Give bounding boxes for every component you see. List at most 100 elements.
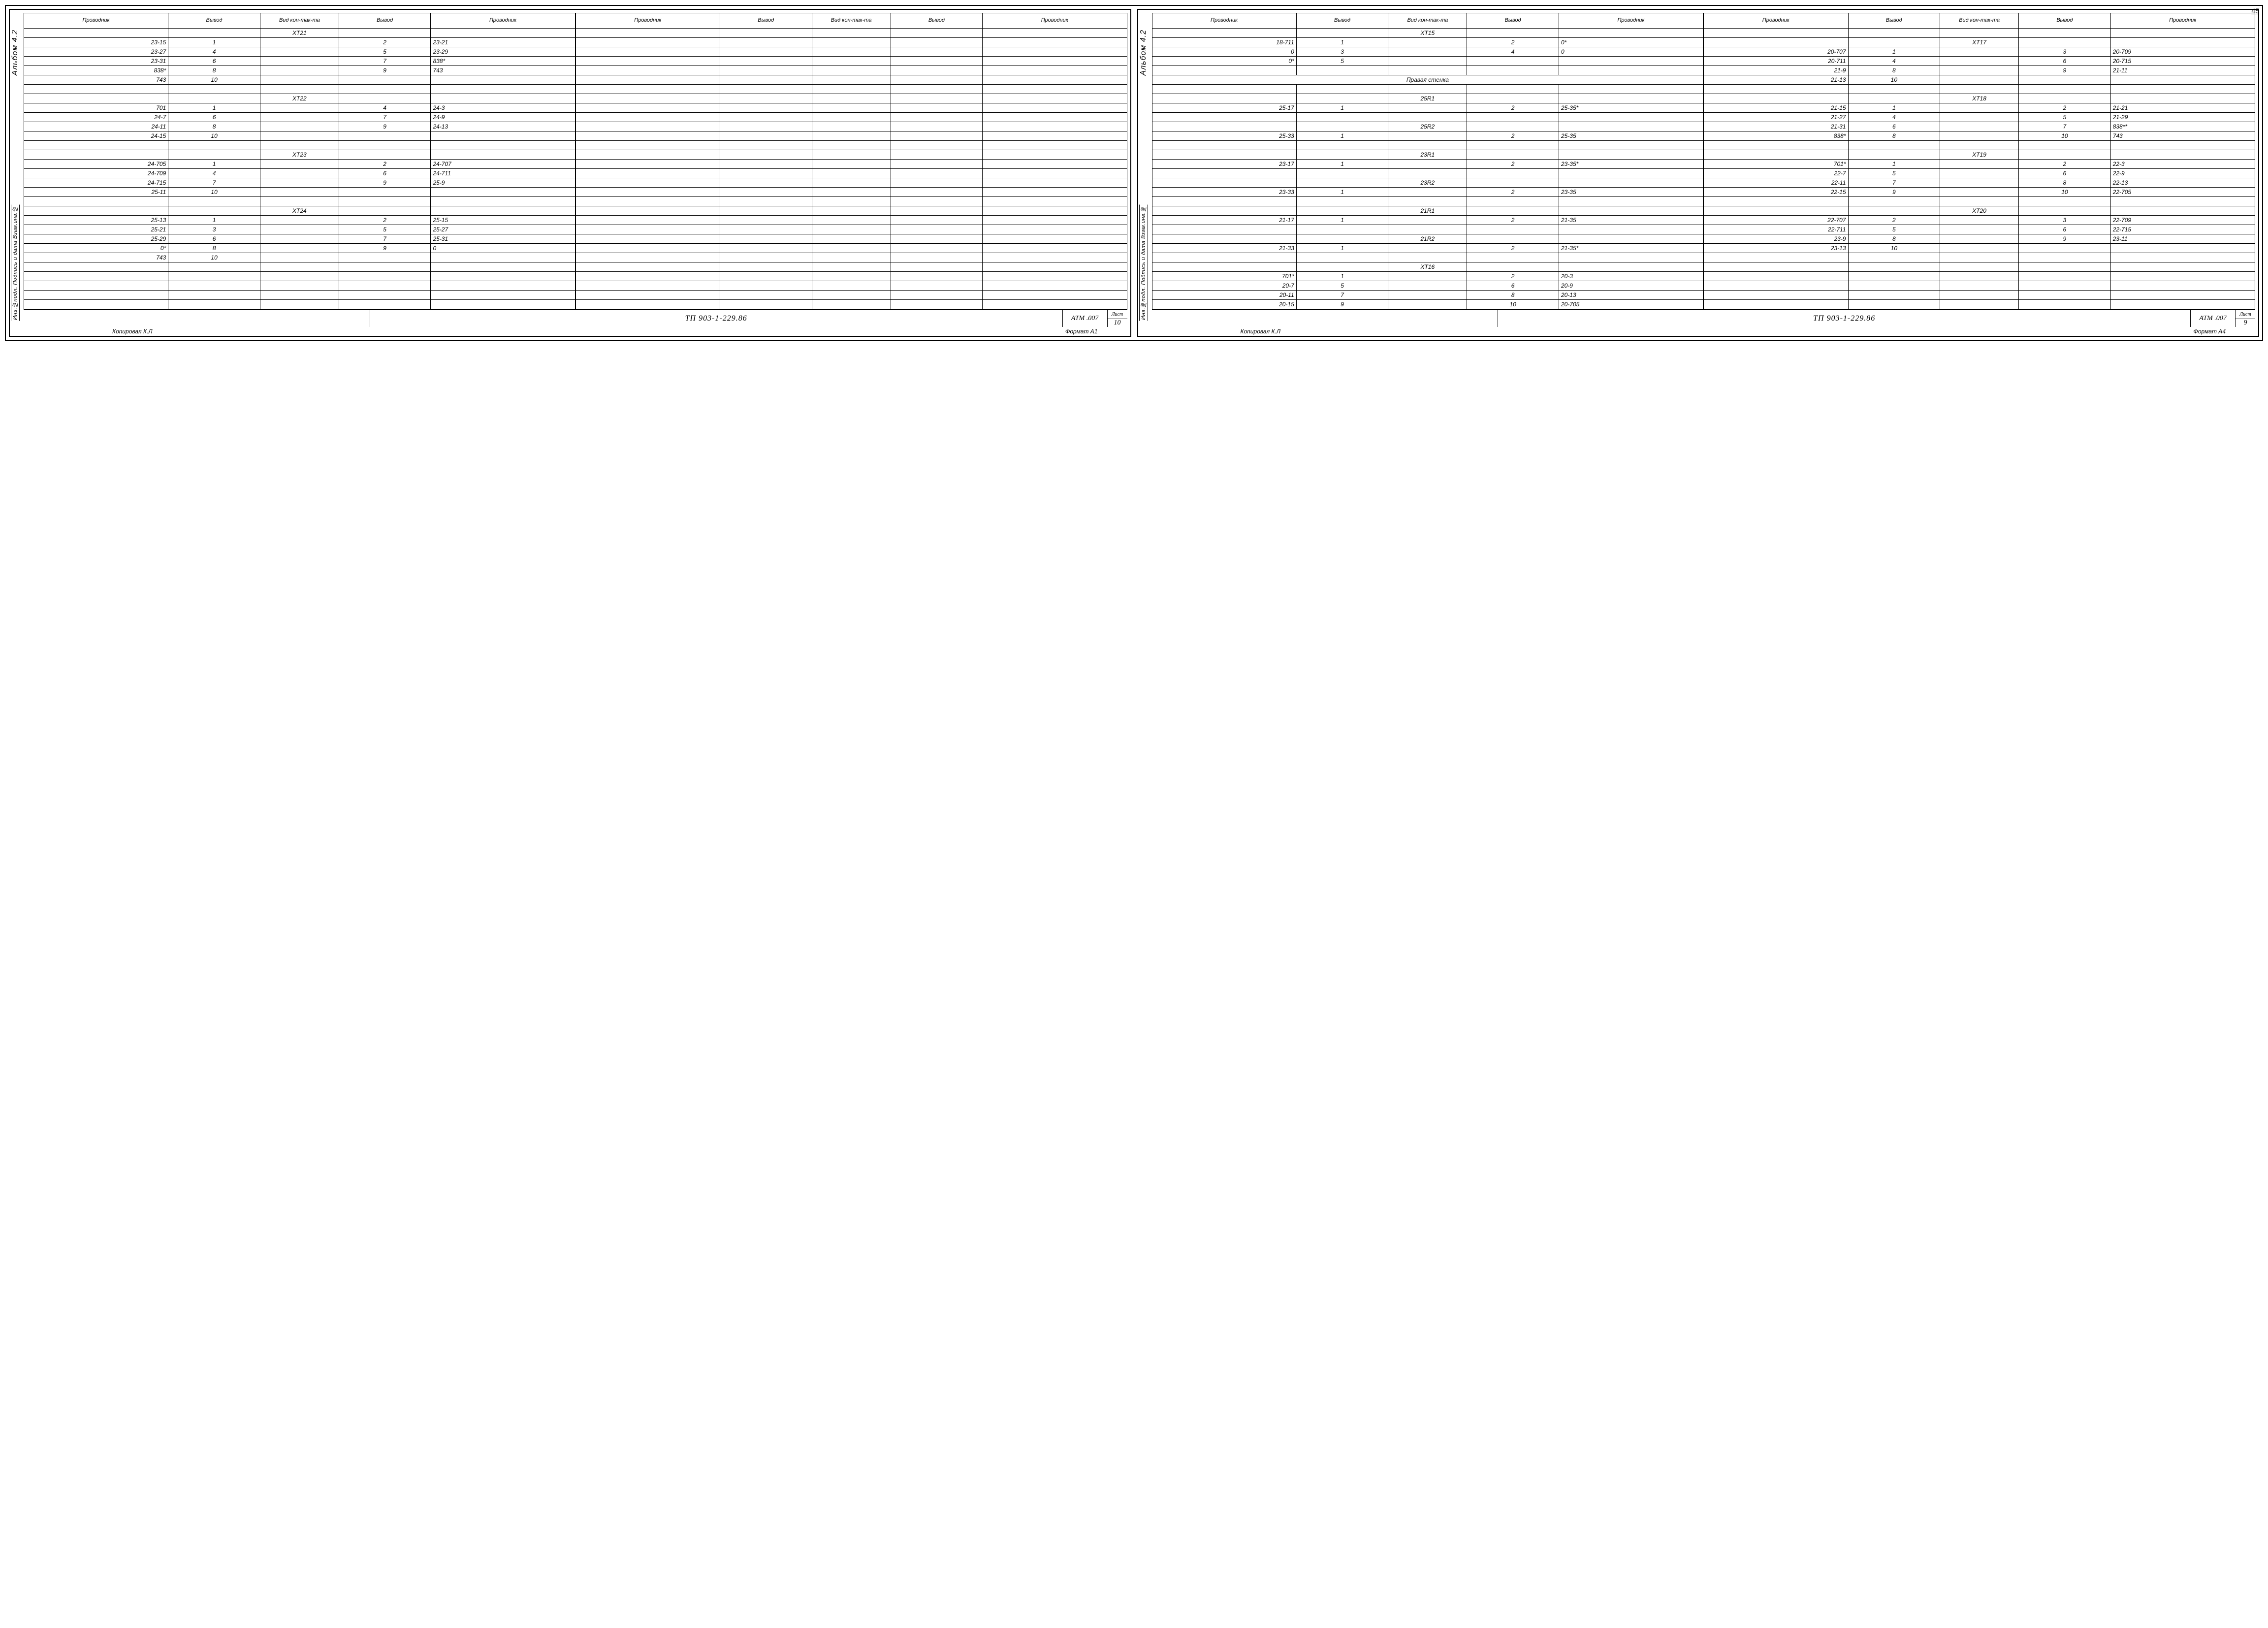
cell-prov-r	[431, 206, 575, 216]
cell-kon	[1388, 47, 1467, 57]
table-row: 23-331223-35	[1152, 188, 1703, 197]
cell-vy-r: 5	[339, 225, 431, 234]
cell-vy-l	[720, 206, 812, 216]
drawing-code: ТП 903-1-229.86	[370, 310, 1063, 327]
leaf-caption: Лист	[1108, 310, 1127, 319]
cell-vy-r: 4	[1467, 47, 1559, 57]
cell-prov-r	[983, 244, 1127, 253]
table-row	[575, 75, 1127, 85]
cell-vy-r	[891, 57, 983, 66]
cell-vy-r: 2	[1467, 216, 1559, 225]
col-provodnik: Проводник	[575, 13, 720, 29]
album-label: Альбом 4.2	[11, 30, 20, 76]
cell-kon	[1940, 178, 2019, 188]
cell-vy-r	[891, 160, 983, 169]
cell-vy-l	[1848, 291, 1940, 300]
cell-prov-r	[983, 291, 1127, 300]
cell-prov-r	[431, 141, 575, 150]
cell-kon	[1388, 38, 1467, 47]
cell-prov-r	[983, 281, 1127, 291]
table-row: 25R2	[1152, 122, 1703, 131]
cell-vy-r	[891, 272, 983, 281]
cell-kon	[260, 262, 339, 272]
cell-prov-l: 743	[24, 75, 168, 85]
cell-kon	[1940, 253, 2019, 262]
cell-kon	[812, 234, 891, 244]
cell-vy-l: 8	[1848, 234, 1940, 244]
cell-prov-r: 0*	[1559, 38, 1703, 47]
cell-kon	[1940, 57, 2019, 66]
cell-prov-r	[983, 94, 1127, 103]
cell-prov-r	[1559, 85, 1703, 94]
cell-kon	[812, 272, 891, 281]
cell-prov-l	[1152, 85, 1296, 94]
cell-prov-r: 25-15	[431, 216, 575, 225]
cell-prov-r: 20-709	[2110, 47, 2255, 57]
cell-kon	[812, 122, 891, 131]
cell-prov-l	[575, 169, 720, 178]
cell-kon	[812, 169, 891, 178]
cell-prov-r	[431, 281, 575, 291]
cell-kon: XT23	[260, 150, 339, 160]
cell-vy-l: 1	[168, 216, 260, 225]
cell-vy-l	[1848, 85, 1940, 94]
cell-vy-l	[168, 29, 260, 38]
cell-prov-r	[2110, 150, 2255, 160]
table-row: 21R2	[1152, 234, 1703, 244]
cell-prov-r	[983, 38, 1127, 47]
cell-vy-l: 6	[168, 113, 260, 122]
cell-vy-r: 2	[1467, 103, 1559, 113]
cell-prov-l: 20-11	[1152, 291, 1296, 300]
cell-vy-l: 10	[1848, 244, 1940, 253]
cell-vy-r	[339, 253, 431, 262]
cell-vy-l	[720, 29, 812, 38]
cell-prov-r	[431, 150, 575, 160]
cell-vy-r	[2019, 300, 2111, 309]
cell-vy-l: 10	[168, 131, 260, 141]
col-provodnik: Проводник	[1559, 13, 1703, 29]
cell-vy-r	[339, 272, 431, 281]
table-row: 838*810743	[1704, 131, 2255, 141]
cell-kon	[1388, 281, 1467, 291]
table-row: 0*890	[24, 244, 575, 253]
table-row	[575, 103, 1127, 113]
cell-vy-l: 10	[168, 188, 260, 197]
table-row	[575, 85, 1127, 94]
cell-vy-r	[339, 141, 431, 150]
cell-prov-l: 21-27	[1704, 113, 1848, 122]
cell-prov-r: 838*	[431, 57, 575, 66]
cell-kon	[260, 75, 339, 85]
table-row: 7011424-3	[24, 103, 575, 113]
cell-kon: 23R2	[1388, 178, 1467, 188]
table-row: 25-171225-35*	[1152, 103, 1703, 113]
cell-vy-l	[1296, 197, 1388, 206]
cell-vy-l: 8	[168, 122, 260, 131]
cell-kon	[1388, 131, 1467, 141]
table-row: XT21	[24, 29, 575, 38]
cell-kon	[812, 150, 891, 160]
table-row	[575, 216, 1127, 225]
cell-prov-r	[1559, 122, 1703, 131]
cell-vy-l	[720, 57, 812, 66]
cell-kon	[260, 291, 339, 300]
cell-vy-l: 1	[168, 38, 260, 47]
cell-vy-r	[891, 188, 983, 197]
table-row: 24-76724-9	[24, 113, 575, 122]
table-row: 22-7072322-709	[1704, 216, 2255, 225]
table-row	[1152, 197, 1703, 206]
cell-kon	[1940, 85, 2019, 94]
cell-vy-r	[339, 188, 431, 197]
cell-vy-l: 4	[168, 169, 260, 178]
cell-vy-l	[1296, 234, 1388, 244]
cell-prov-l	[575, 85, 720, 94]
cell-vy-l: 4	[1848, 113, 1940, 122]
cell-vy-r	[891, 94, 983, 103]
cell-vy-r	[339, 262, 431, 272]
leaf-box: Лист 9	[2236, 310, 2255, 327]
cell-prov-r	[2110, 281, 2255, 291]
cell-prov-l	[575, 281, 720, 291]
table-row	[575, 66, 1127, 75]
cell-kon: XT20	[1940, 206, 2019, 216]
cell-prov-l: 21-31	[1704, 122, 1848, 131]
cell-vy-r: 2	[1467, 160, 1559, 169]
